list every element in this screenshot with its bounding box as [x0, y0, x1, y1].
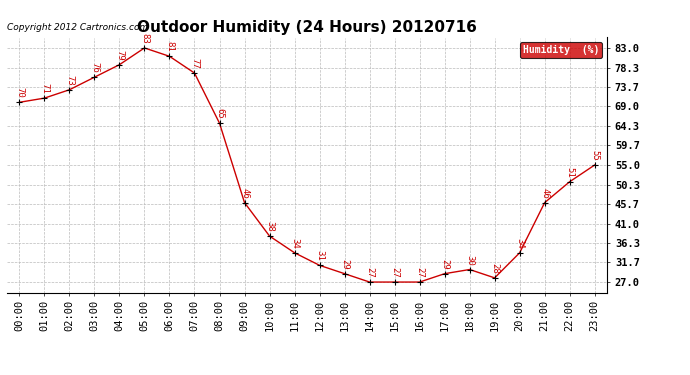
- Text: 38: 38: [265, 221, 274, 232]
- Legend: Humidity  (%): Humidity (%): [520, 42, 602, 58]
- Text: Copyright 2012 Cartronics.com: Copyright 2012 Cartronics.com: [7, 23, 148, 32]
- Text: 51: 51: [565, 167, 574, 177]
- Text: 76: 76: [90, 62, 99, 73]
- Text: 83: 83: [140, 33, 149, 44]
- Text: 27: 27: [415, 267, 424, 278]
- Title: Outdoor Humidity (24 Hours) 20120716: Outdoor Humidity (24 Hours) 20120716: [137, 20, 477, 35]
- Text: 29: 29: [340, 259, 349, 270]
- Text: 73: 73: [65, 75, 74, 86]
- Text: 46: 46: [240, 188, 249, 198]
- Text: 27: 27: [365, 267, 374, 278]
- Text: 65: 65: [215, 108, 224, 119]
- Text: 27: 27: [390, 267, 399, 278]
- Text: 77: 77: [190, 58, 199, 69]
- Text: 34: 34: [515, 238, 524, 249]
- Text: 79: 79: [115, 50, 124, 60]
- Text: 46: 46: [540, 188, 549, 198]
- Text: 29: 29: [440, 259, 449, 270]
- Text: 31: 31: [315, 251, 324, 261]
- Text: 81: 81: [165, 41, 174, 52]
- Text: 28: 28: [490, 263, 499, 274]
- Text: 30: 30: [465, 255, 474, 266]
- Text: 55: 55: [590, 150, 599, 161]
- Text: 71: 71: [40, 83, 49, 94]
- Text: 34: 34: [290, 238, 299, 249]
- Text: 70: 70: [15, 87, 24, 98]
